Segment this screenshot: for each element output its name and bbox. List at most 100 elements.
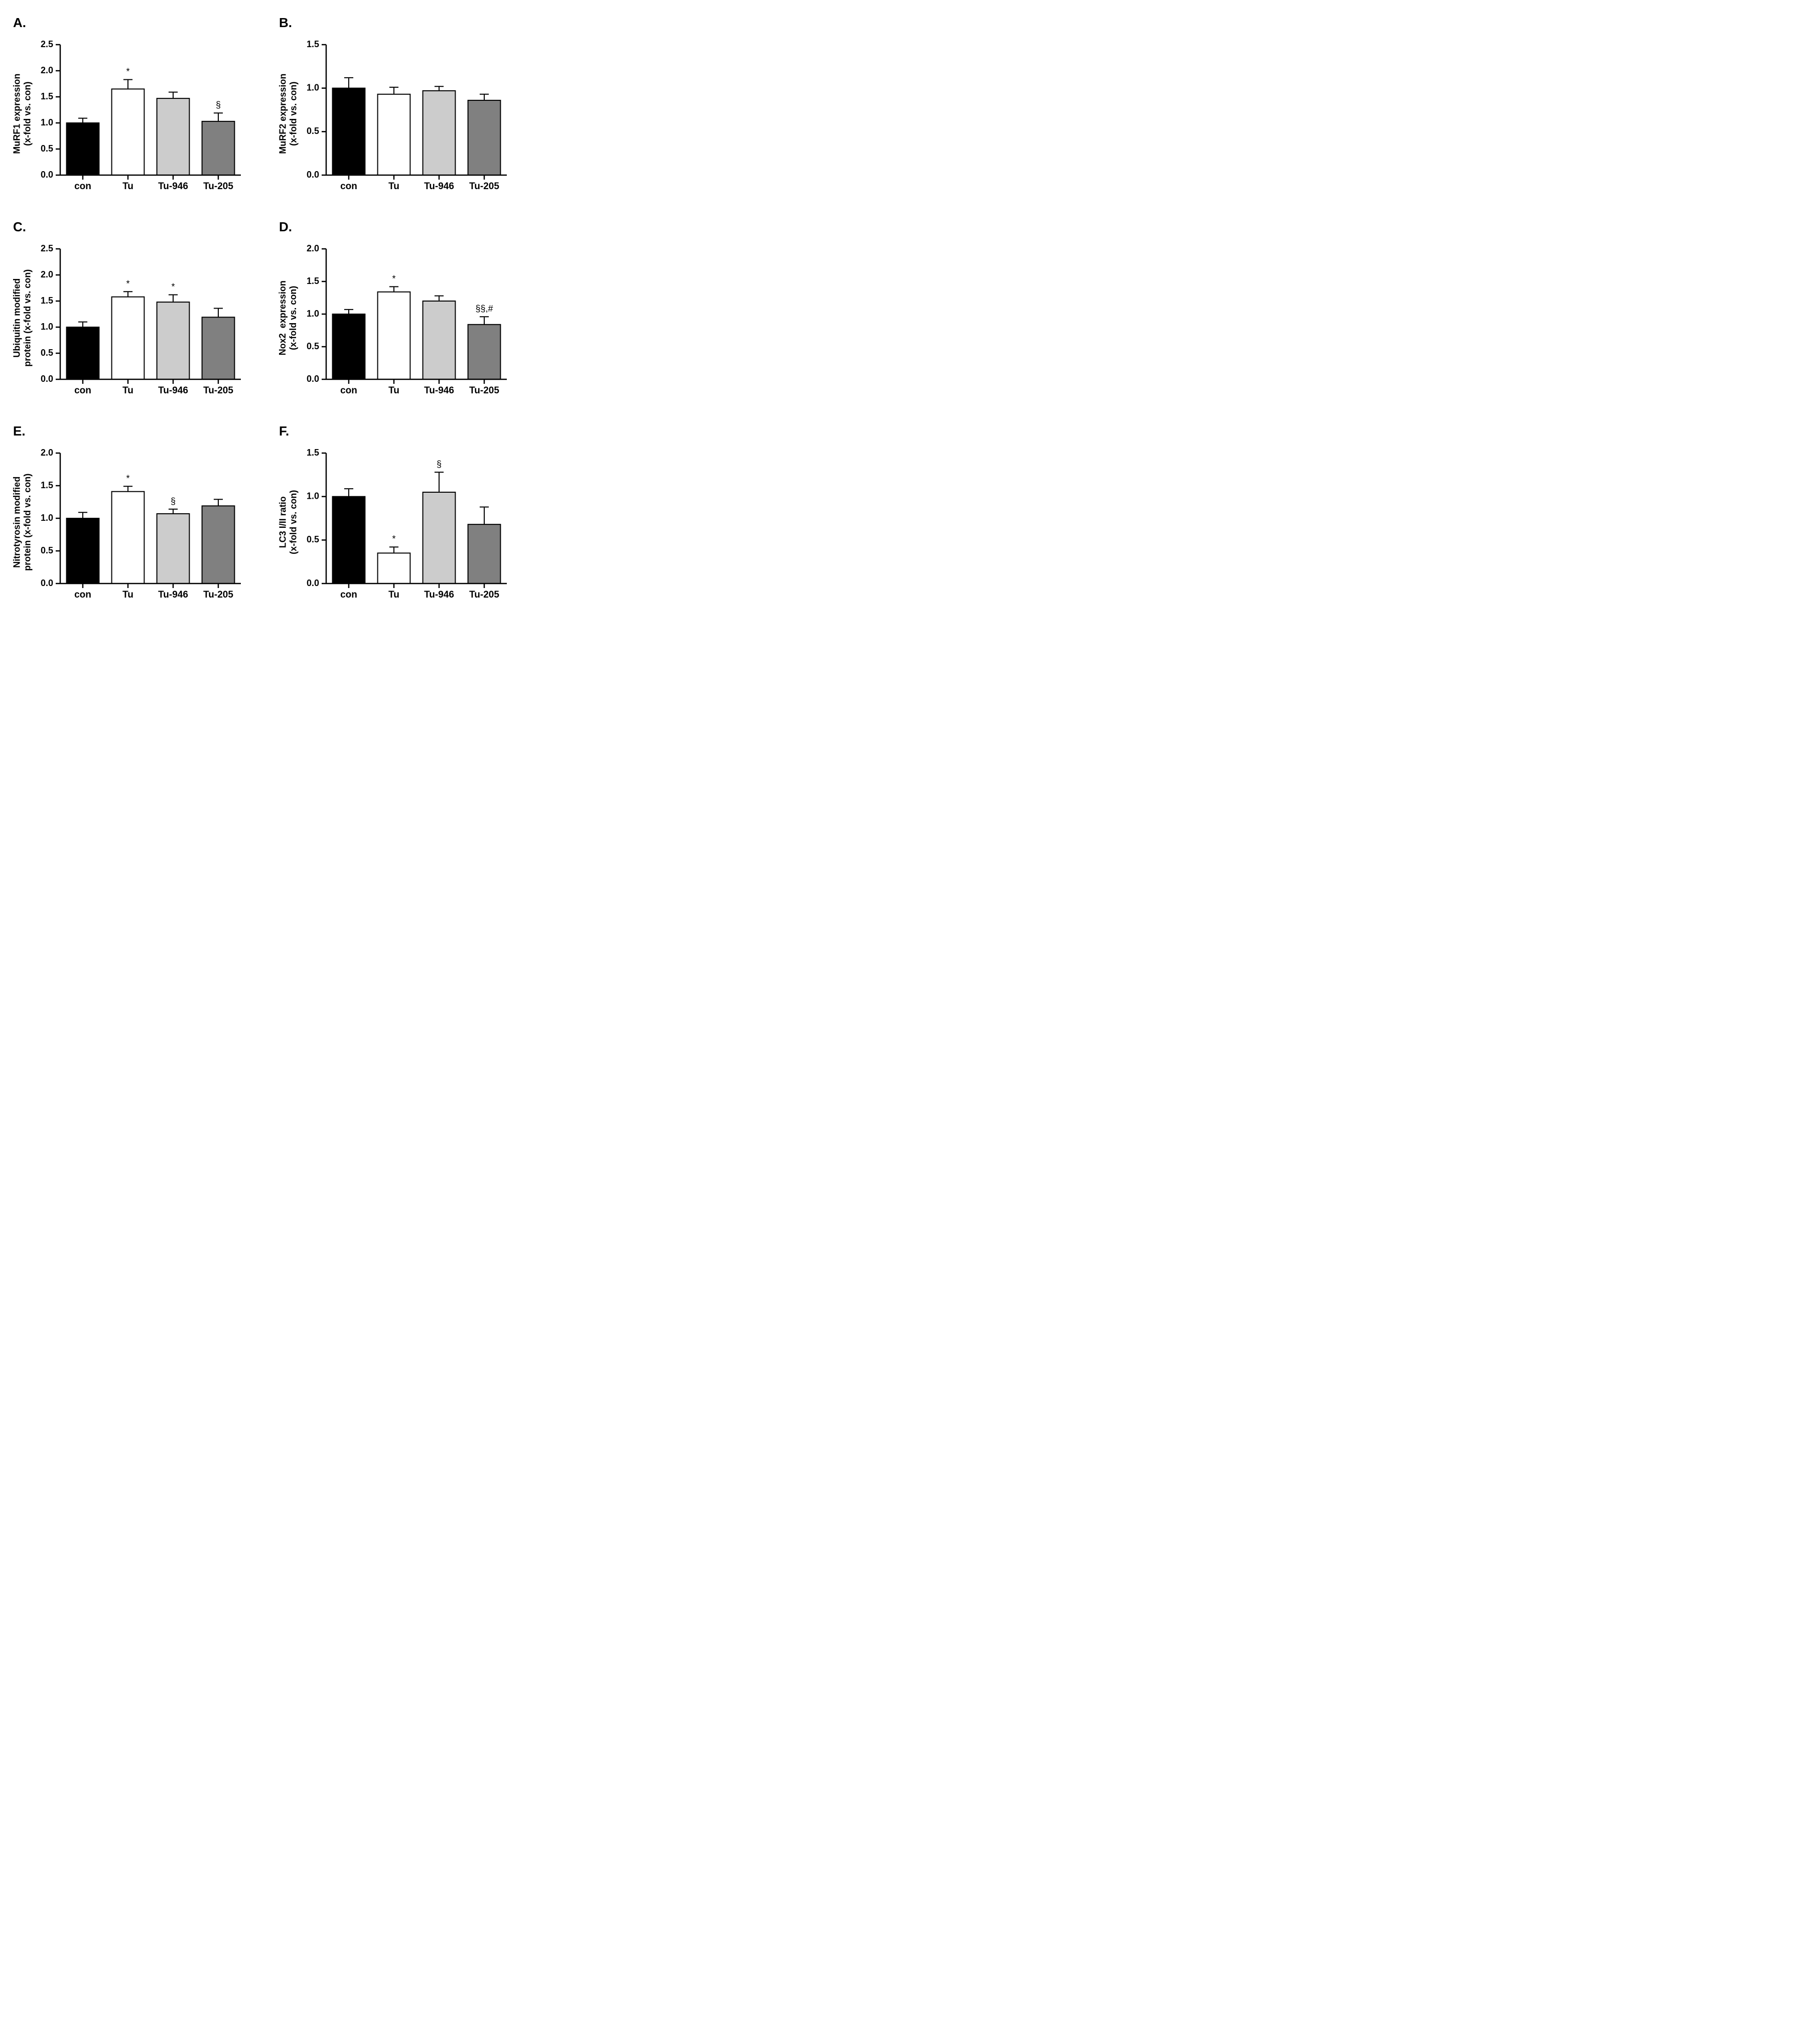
- bar-annotation: §: [437, 459, 442, 469]
- y-tick-label: 2.0: [41, 65, 53, 75]
- panel-E: E. Nitrotyrosin modified protein (x-fold …: [10, 423, 246, 603]
- ylabel-wrap: LC3 I/II ratio (x-fold vs. con): [276, 442, 300, 603]
- ylabel: Ubiquitin modified protein (x-fold vs. c…: [12, 269, 32, 367]
- bar-annotation: §: [171, 496, 176, 506]
- ylabel-wrap: Nitrotyrosin modified protein (x-fold vs…: [10, 442, 34, 603]
- panel-label: A.: [10, 15, 246, 31]
- bar: [157, 302, 190, 379]
- ylabel-wrap: Ubiquitin modified protein (x-fold vs. c…: [10, 238, 34, 398]
- bar-chart: 0.0 0.5 1.0 1.5 2.0 2.5 con * Tu Tu-946 § Tu-205: [34, 34, 246, 194]
- bar: [468, 524, 501, 584]
- x-tick-label: Tu-946: [158, 181, 188, 192]
- x-tick-label: con: [74, 590, 91, 600]
- y-tick-label: 1.5: [41, 480, 53, 490]
- panel-label: E.: [10, 423, 246, 439]
- bar: [157, 514, 190, 584]
- bar-chart: 0.00.51.01.52.0con*TuTu-946§§,#Tu-205: [300, 238, 512, 398]
- bar-annotation: *: [126, 67, 129, 77]
- y-tick-label: 2.0: [41, 448, 53, 458]
- x-tick-label: Tu-946: [424, 385, 454, 396]
- plot-wrap: Nox2 expression (x-fold vs. con)0.00.51.…: [276, 238, 512, 398]
- bar: [423, 91, 456, 175]
- y-tick-label: 0.0: [41, 578, 53, 588]
- panel-label: F.: [276, 423, 512, 439]
- y-tick-label: 0.5: [307, 126, 319, 136]
- x-tick-label: Tu-205: [469, 590, 499, 600]
- bar: [202, 506, 235, 584]
- y-tick-label: 0.0: [307, 170, 319, 180]
- ylabel-wrap: MuRF2 expression (x-fold vs. con): [276, 34, 300, 194]
- bar: [67, 123, 99, 175]
- bar-annotation: *: [392, 534, 395, 544]
- x-tick-label: Tu: [388, 385, 399, 396]
- x-tick-label: Tu: [122, 181, 133, 192]
- bar: [378, 292, 410, 379]
- panel-label: C.: [10, 219, 246, 235]
- x-tick-label: Tu-205: [469, 181, 499, 192]
- bar-chart: 0.00.51.01.5conTuTu-946Tu-205: [300, 34, 512, 194]
- y-tick-label: 1.0: [41, 513, 53, 523]
- bar: [333, 497, 365, 584]
- bar: [112, 492, 145, 584]
- y-tick-label: 0.5: [307, 534, 319, 544]
- y-tick-label: 0.5: [41, 545, 53, 555]
- bar: [333, 314, 365, 379]
- x-tick-label: Tu: [388, 590, 399, 600]
- plot-wrap: MuRF2 expression (x-fold vs. con)0.00.51…: [276, 34, 512, 194]
- y-tick-label: 1.0: [307, 491, 319, 501]
- y-tick-label: 0.0: [41, 170, 53, 180]
- bar: [333, 88, 365, 175]
- figure-grid: A.MuRF1 expression (x-fold vs. con)0.00.…: [0, 0, 502, 613]
- bar-chart: 0.00.51.01.52.0con*Tu§Tu-946Tu-205: [34, 442, 246, 603]
- bar: [67, 327, 99, 379]
- bar: [202, 317, 235, 379]
- ylabel-wrap: MuRF1 expression (x-fold vs. con): [10, 34, 34, 194]
- plot-wrap: Ubiquitin modified protein (x-fold vs. c…: [10, 238, 246, 398]
- y-tick-label: 1.0: [41, 117, 53, 127]
- y-tick-label: 2.5: [41, 243, 53, 253]
- y-tick-label: 1.5: [41, 91, 53, 101]
- panel-label: B.: [276, 15, 512, 31]
- x-tick-label: Tu: [122, 385, 133, 396]
- panel-F: F. LC3 I/II ratio (x-fold vs. con) 0.0 0.5 1…: [276, 423, 512, 603]
- bar-chart: 0.00.51.01.52.02.5con*Tu*Tu-946Tu-205: [34, 238, 246, 398]
- panel-label: D.: [276, 219, 512, 235]
- ylabel: MuRF2 expression (x-fold vs. con): [277, 74, 298, 154]
- y-tick-label: 0.5: [41, 143, 53, 154]
- x-tick-label: Tu-946: [424, 181, 454, 192]
- y-tick-label: 0.5: [41, 348, 53, 358]
- bar: [468, 100, 501, 175]
- bar-annotation: §: [216, 100, 221, 110]
- x-tick-label: Tu: [388, 181, 399, 192]
- bar: [112, 297, 145, 379]
- ylabel: MuRF1 expression (x-fold vs. con): [12, 74, 32, 154]
- x-tick-label: con: [340, 181, 357, 192]
- y-tick-label: 2.5: [41, 39, 53, 49]
- bar: [378, 553, 410, 584]
- y-tick-label: 2.0: [307, 243, 319, 253]
- x-tick-label: Tu-205: [469, 385, 499, 396]
- bar-annotation: *: [392, 273, 395, 283]
- bar: [67, 518, 99, 584]
- plot-wrap: MuRF1 expression (x-fold vs. con) 0.0 0.5 1…: [10, 34, 246, 194]
- panel-C: C. Ubiquitin modified protein (x-fold vs.…: [10, 219, 246, 398]
- x-tick-label: Tu-205: [203, 181, 233, 192]
- ylabel: Nitrotyrosin modified protein (x-fold vs…: [12, 474, 32, 571]
- x-tick-label: Tu-205: [203, 385, 233, 396]
- bar: [468, 325, 501, 379]
- bar: [157, 98, 190, 175]
- panel-A: A.MuRF1 expression (x-fold vs. con)0.00.…: [10, 15, 246, 194]
- y-tick-label: 1.5: [41, 296, 53, 306]
- x-tick-label: con: [74, 181, 91, 192]
- y-tick-label: 1.5: [307, 276, 319, 286]
- y-tick-label: 1.0: [307, 309, 319, 319]
- x-tick-label: Tu-946: [158, 590, 188, 600]
- y-tick-label: 2.0: [41, 269, 53, 279]
- x-tick-label: con: [74, 385, 91, 396]
- bar: [202, 121, 235, 175]
- bar-annotation: *: [126, 473, 129, 483]
- ylabel: Nox2 expression (x-fold vs. con): [277, 280, 298, 355]
- y-tick-label: 0.0: [307, 578, 319, 588]
- bar: [112, 89, 145, 175]
- x-tick-label: con: [340, 590, 357, 600]
